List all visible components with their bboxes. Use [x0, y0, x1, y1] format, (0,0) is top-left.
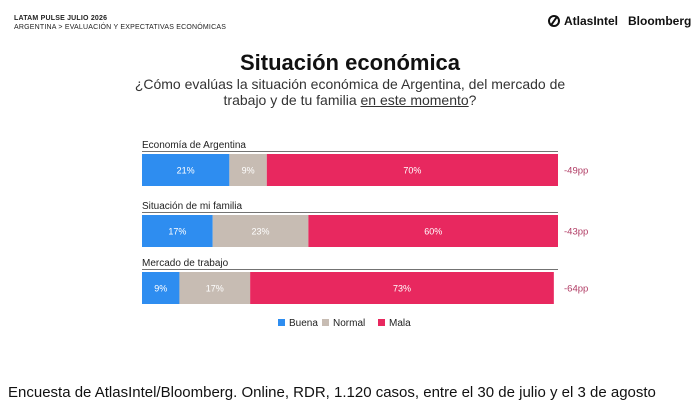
- legend-entry: Normal: [333, 318, 365, 329]
- atlasintel-icon: [548, 15, 560, 27]
- legend-swatch: [278, 319, 285, 326]
- atlasintel-logo: AtlasIntel: [548, 14, 618, 28]
- bar-segment-normal: [212, 215, 309, 247]
- bloomberg-name: Bloomberg: [628, 14, 692, 28]
- data-label: 70%: [403, 166, 421, 176]
- data-label: 60%: [424, 227, 442, 237]
- legend-entry: Buena: [289, 318, 318, 329]
- data-label: 17%: [206, 284, 224, 294]
- category-label: Situación de mi familia: [142, 201, 242, 212]
- bar-segment-buena: [142, 272, 180, 304]
- data-label: 17%: [168, 227, 186, 237]
- atlasintel-name: AtlasIntel: [564, 14, 619, 28]
- report-header: LATAM PULSE JULIO 2026 ARGENTINA > EVALU…: [14, 14, 226, 32]
- legend-entry: Mala: [389, 318, 411, 329]
- bar-segment-mala: [250, 272, 554, 304]
- question-text: ¿Cómo evalúas la situación económica de …: [134, 76, 566, 108]
- data-label: 73%: [393, 284, 411, 294]
- data-label: 21%: [177, 166, 195, 176]
- question-emphasis: en este momento: [360, 92, 469, 108]
- category-label: Economía de Argentina: [142, 140, 246, 151]
- bar-segment-normal: [229, 154, 267, 186]
- survey-question: ¿Cómo evalúas la situación económica de …: [120, 76, 580, 108]
- chart-title: Situación económica: [239, 50, 461, 75]
- data-label: 9%: [242, 166, 255, 176]
- bar-segment-mala: [308, 215, 558, 247]
- net-balance-label: -64pp: [564, 284, 588, 295]
- bar-segment-normal: [179, 272, 251, 304]
- bar-segment-mala: [266, 154, 558, 186]
- net-balance-label: -43pp: [564, 227, 588, 238]
- legend-swatch: [322, 319, 329, 326]
- legend-swatch: [378, 319, 385, 326]
- survey-footer: Encuesta de AtlasIntel/Bloomberg. Online…: [8, 384, 656, 401]
- data-label: 9%: [154, 284, 167, 294]
- data-label: 23%: [252, 227, 270, 237]
- bloomberg-logo: Bloomberg: [628, 14, 691, 28]
- bar-segment-buena: [142, 215, 213, 247]
- net-balance-label: -49pp: [564, 166, 588, 177]
- report-breadcrumb: ARGENTINA > EVALUACIÓN Y EXPECTATIVAS EC…: [14, 24, 227, 31]
- report-title: LATAM PULSE JULIO 2026: [14, 15, 108, 22]
- bar-segment-buena: [142, 154, 230, 186]
- category-label: Mercado de trabajo: [142, 258, 229, 269]
- question-end: ?: [468, 92, 477, 108]
